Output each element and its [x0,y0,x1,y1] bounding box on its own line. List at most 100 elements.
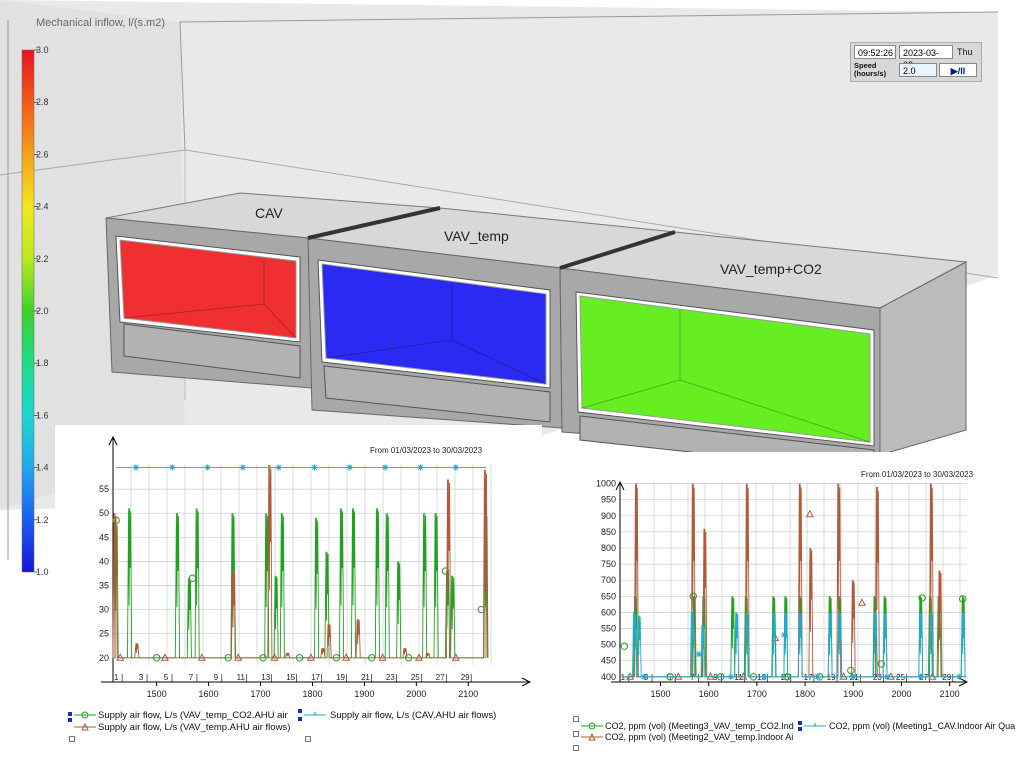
legend-series3-swatch: * [304,710,326,720]
series-point [761,673,768,680]
x-tick-label: 1500 [147,689,167,699]
series-point [626,672,635,680]
series-point [696,651,703,658]
y-tick-label: 700 [601,575,616,585]
series-point [417,464,424,471]
x-tick-label: 1700 [251,689,271,699]
series-point [188,574,197,582]
time-display: 09:52:26 [854,45,896,59]
series-point [160,653,169,661]
series-point [346,464,353,471]
y-tick-label: 25 [99,629,109,639]
series-point [239,464,246,471]
day-label: 13 [261,673,270,682]
series-line [621,612,966,678]
day-label: 15 [780,673,789,682]
colorbar-tick-label: 2.0 [36,306,49,316]
play-pause-button[interactable]: ▶/II [939,63,977,77]
y-tick-label: 550 [601,623,616,633]
y-tick-label: 400 [601,672,616,682]
series-line [621,483,966,678]
x-tick-label: 2100 [940,689,960,699]
colorbar-tick-label: 2.8 [36,97,49,107]
supply-air-flow-chart-panel: 20 25 30 35 40 45 50 55 1500 1600 1700 1800 1900 2000… [55,425,542,745]
series-point [116,653,125,661]
x-tick-label: 1900 [354,689,374,699]
day-label: 17 [804,673,813,682]
x-tick-label: 2000 [891,689,911,699]
day-label: 7 [189,673,194,682]
series-point [441,567,450,575]
day-label: 29 [942,673,951,682]
y-tick-label: 40 [99,556,109,566]
day-label: 25 [896,673,905,682]
room-label-vav-temp: VAV_temp [444,228,509,244]
day-label: 5 [667,673,672,682]
series-point [674,672,683,680]
series-point [727,673,734,680]
day-label: 3 [644,673,649,682]
speed-label: Speed [854,61,877,70]
series-point [378,653,387,661]
y-tick-label: 50 [99,508,109,518]
series-point [918,594,926,602]
y-tick-label: 600 [601,607,616,617]
legend-series1-label: Supply air flow, L/s (VAV_temp_CO2.AHU a… [98,710,288,721]
room-window-cav [115,235,301,379]
y-tick-label: 1000 [596,479,616,489]
x-tick-label: 1600 [699,689,719,699]
y-tick-label: 800 [601,543,616,553]
series-point [169,464,176,471]
colorbar-tick-label: 1.2 [36,515,49,525]
series-point [204,464,211,471]
y-tick-label: 35 [99,580,109,590]
series-point [781,631,788,638]
day-label: 13 [757,673,766,682]
chart1-legend: CO2, ppm (vol) (Meeting3_VAV_temp_CO2.In… [571,714,1024,770]
series-point [451,653,460,661]
date-display: 2023-03-02 [899,45,953,70]
y-tick-label: 750 [601,559,616,569]
day-label: 21 [361,673,370,682]
series-point [847,666,855,675]
y-tick-label: 450 [601,656,616,666]
legend-series2-label: Supply air flow, L/s (VAV_temp.AHU air f… [98,722,291,733]
series-line [621,596,966,678]
y-tick-label: 45 [99,532,109,542]
day-label: 1 [114,673,119,682]
speed-unit-label: (hours/s) [854,69,887,78]
day-label: 19 [336,673,345,682]
day-label: 23 [873,673,882,682]
legend-co2-series2-swatch [581,732,603,741]
series-point [814,673,821,680]
x-tick-label: 1500 [650,689,670,699]
series-point [850,673,857,680]
chart1-subtitle: From 01/03/2023 to 30/03/2023 [861,470,974,479]
series-point [311,464,318,471]
series-point [275,464,282,471]
chart0-subtitle: From 01/03/2023 to 30/03/2023 [370,446,483,455]
x-axis-arrow [521,677,532,687]
series-point [958,595,967,603]
legend-co2-series3-swatch: * [804,721,826,731]
day-label: 9 [713,673,718,682]
series-point [342,653,351,661]
series-point [805,509,814,518]
colorbar-tick-label: 2.4 [36,202,49,212]
colorbar-gradient [21,49,35,573]
y-tick-label: 950 [601,495,616,505]
series-point [886,672,895,680]
legend-series3-label: Supply air flow, L/s (CAV.AHU air flows) [330,710,497,721]
series-point [641,673,648,680]
speed-input[interactable]: 2.0 [899,63,937,77]
legend-co2-series1-label: CO2, ppm (vol) (Meeting3_VAV_temp_CO2.In… [605,721,794,731]
day-label: 11 [237,673,246,682]
series-point [132,464,139,471]
sim-controls: 09:52:26 2023-03-02 Thu Speed (hours/s) … [850,42,982,82]
x-axis-arrow [958,677,969,687]
colorbar-tick-label: 1.0 [36,567,49,577]
series-point [452,464,459,471]
room-label-cav: CAV [255,205,283,221]
